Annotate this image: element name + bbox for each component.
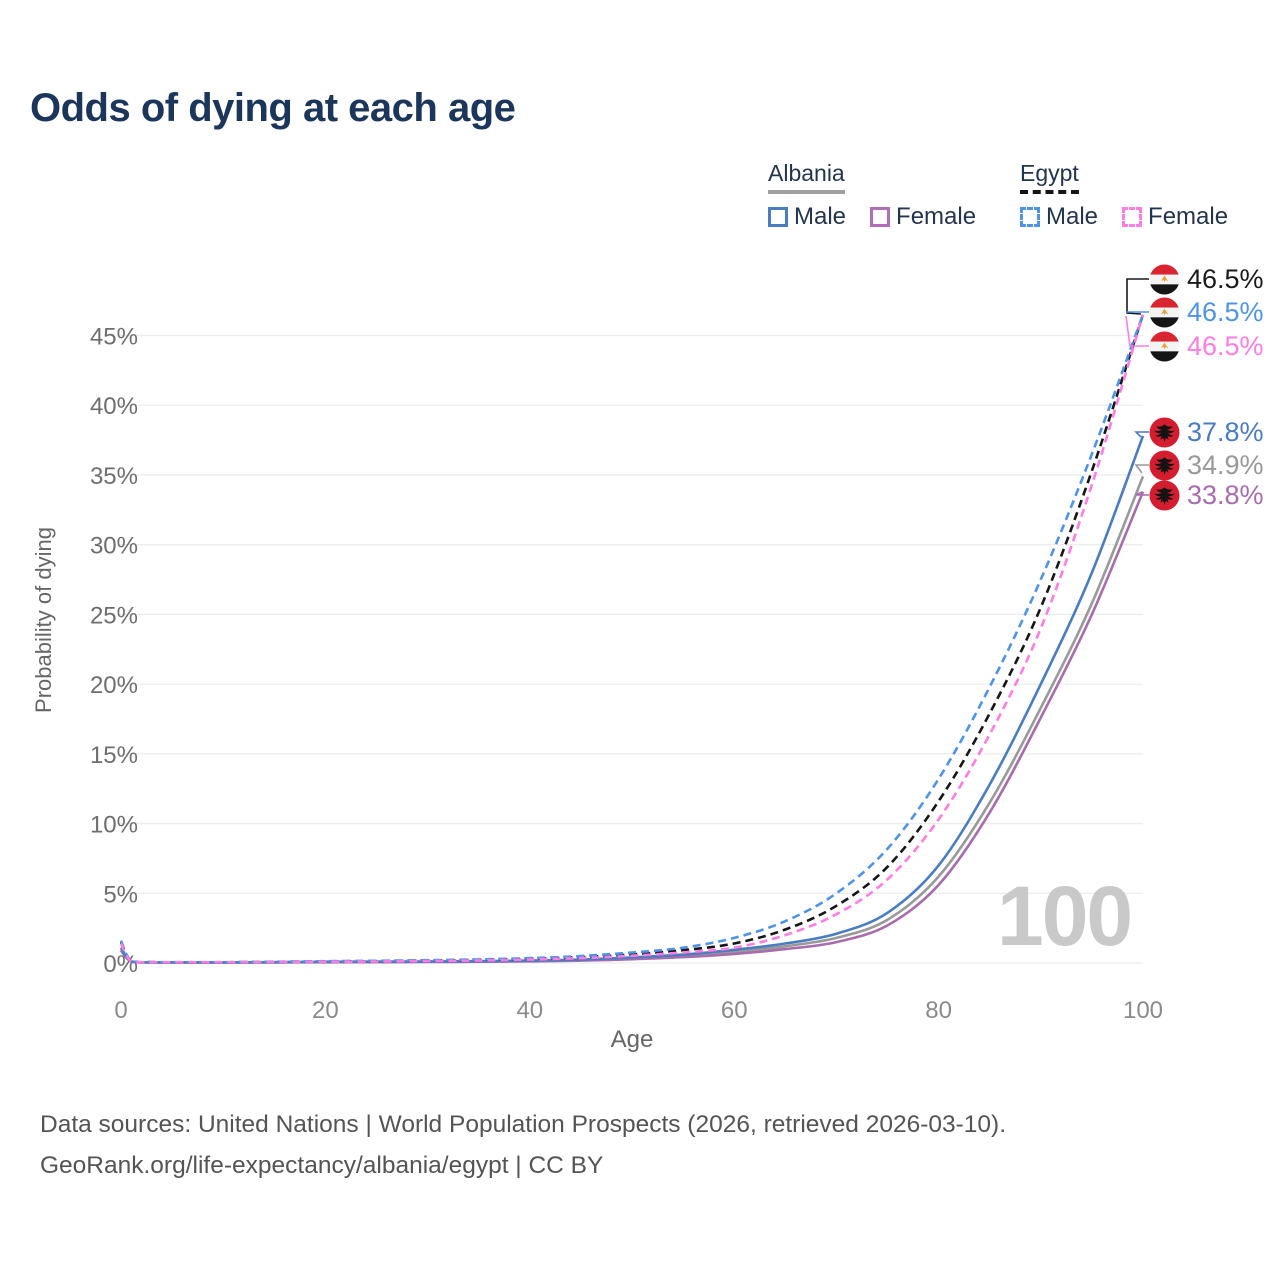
legend-item-label: Male xyxy=(794,203,847,230)
legend-item-label: Female xyxy=(896,203,977,230)
end-label-connector xyxy=(1135,491,1149,496)
series-line-albania-female[interactable] xyxy=(119,491,1145,964)
x-tick-label: 80 xyxy=(925,997,952,1024)
legend-item-egypt-male[interactable]: Male xyxy=(1020,203,1098,231)
x-tick-label: 60 xyxy=(721,997,748,1024)
albania-flag-icon xyxy=(1149,479,1180,511)
egypt-male-swatch-icon xyxy=(1020,207,1040,227)
end-label-egypt-0: 46.5% xyxy=(1149,261,1264,297)
end-label-albania-3: 37.8% xyxy=(1149,414,1264,450)
albania-flag-icon xyxy=(1149,449,1180,481)
end-label-connector xyxy=(1125,315,1149,347)
egypt-flag-icon xyxy=(1149,330,1180,362)
end-label-egypt-1: 46.5% xyxy=(1149,294,1264,330)
y-tick-label: 20% xyxy=(90,672,138,699)
legend-group-albania: Albania Male Female xyxy=(768,160,976,231)
legend-country-egypt[interactable]: Egypt xyxy=(1020,160,1079,194)
age-watermark: 100 xyxy=(997,869,1133,963)
y-axis-title: Probability of dying xyxy=(31,527,56,713)
legend-item-label: Female xyxy=(1148,203,1229,230)
series-line-egypt-female[interactable] xyxy=(119,314,1145,964)
series-line-egypt-male[interactable] xyxy=(119,314,1145,964)
end-label-value: 46.5% xyxy=(1187,263,1264,294)
end-label-value: 34.9% xyxy=(1187,449,1264,480)
x-tick-label: 0 xyxy=(114,997,127,1024)
y-tick-label: 45% xyxy=(90,324,138,351)
y-tick-label: 30% xyxy=(90,533,138,560)
egypt-flag-icon xyxy=(1149,296,1180,328)
end-label-albania-4: 34.9% xyxy=(1149,447,1264,483)
series-line-albania-both[interactable] xyxy=(119,475,1145,964)
albania-flag-icon xyxy=(1149,416,1180,448)
end-label-connector xyxy=(1126,278,1149,315)
end-label-connector xyxy=(1134,431,1149,438)
y-tick-label: 0% xyxy=(103,951,138,978)
legend-item-egypt-female[interactable]: Female xyxy=(1122,203,1228,231)
end-label-albania-5: 33.8% xyxy=(1149,477,1264,513)
y-tick-label: 35% xyxy=(90,463,138,490)
end-label-connector xyxy=(1134,464,1149,474)
footer: Data sources: United Nations | World Pop… xyxy=(40,1104,1006,1186)
egypt-female-swatch-icon xyxy=(1122,207,1143,227)
footer-data-sources: Data sources: United Nations | World Pop… xyxy=(40,1111,1007,1138)
x-tick-label: 40 xyxy=(516,997,543,1024)
albania-male-swatch-icon xyxy=(768,207,788,227)
legend-item-label: Male xyxy=(1046,203,1099,230)
series-line-albania-male[interactable] xyxy=(119,435,1145,964)
y-tick-label: 25% xyxy=(90,602,138,629)
y-tick-label: 10% xyxy=(90,812,138,839)
x-tick-label: 100 xyxy=(1123,997,1163,1024)
y-tick-label: 5% xyxy=(103,881,138,908)
page-title: Odds of dying at each age xyxy=(30,86,516,130)
y-tick-label: 40% xyxy=(90,393,138,420)
legend-item-albania-female[interactable]: Female xyxy=(870,203,976,231)
footer-attribution-link[interactable]: GeoRank.org/life-expectancy/albania/egyp… xyxy=(40,1152,604,1179)
egypt-flag-icon xyxy=(1149,263,1180,295)
legend-country-albania[interactable]: Albania xyxy=(768,160,845,194)
end-label-value: 33.8% xyxy=(1187,479,1264,510)
series-line-egypt-both[interactable] xyxy=(119,314,1145,964)
end-label-egypt-2: 46.5% xyxy=(1149,328,1264,364)
x-tick-label: 20 xyxy=(312,997,339,1024)
albania-female-swatch-icon xyxy=(870,207,891,227)
end-label-value: 37.8% xyxy=(1187,416,1264,447)
legend-group-egypt: Egypt Male Female xyxy=(1020,160,1228,231)
legend-item-albania-male[interactable]: Male xyxy=(768,203,846,231)
x-axis-title: Age xyxy=(610,1026,654,1053)
end-label-value: 46.5% xyxy=(1187,330,1264,361)
y-tick-label: 15% xyxy=(90,742,138,769)
end-label-value: 46.5% xyxy=(1187,296,1264,327)
